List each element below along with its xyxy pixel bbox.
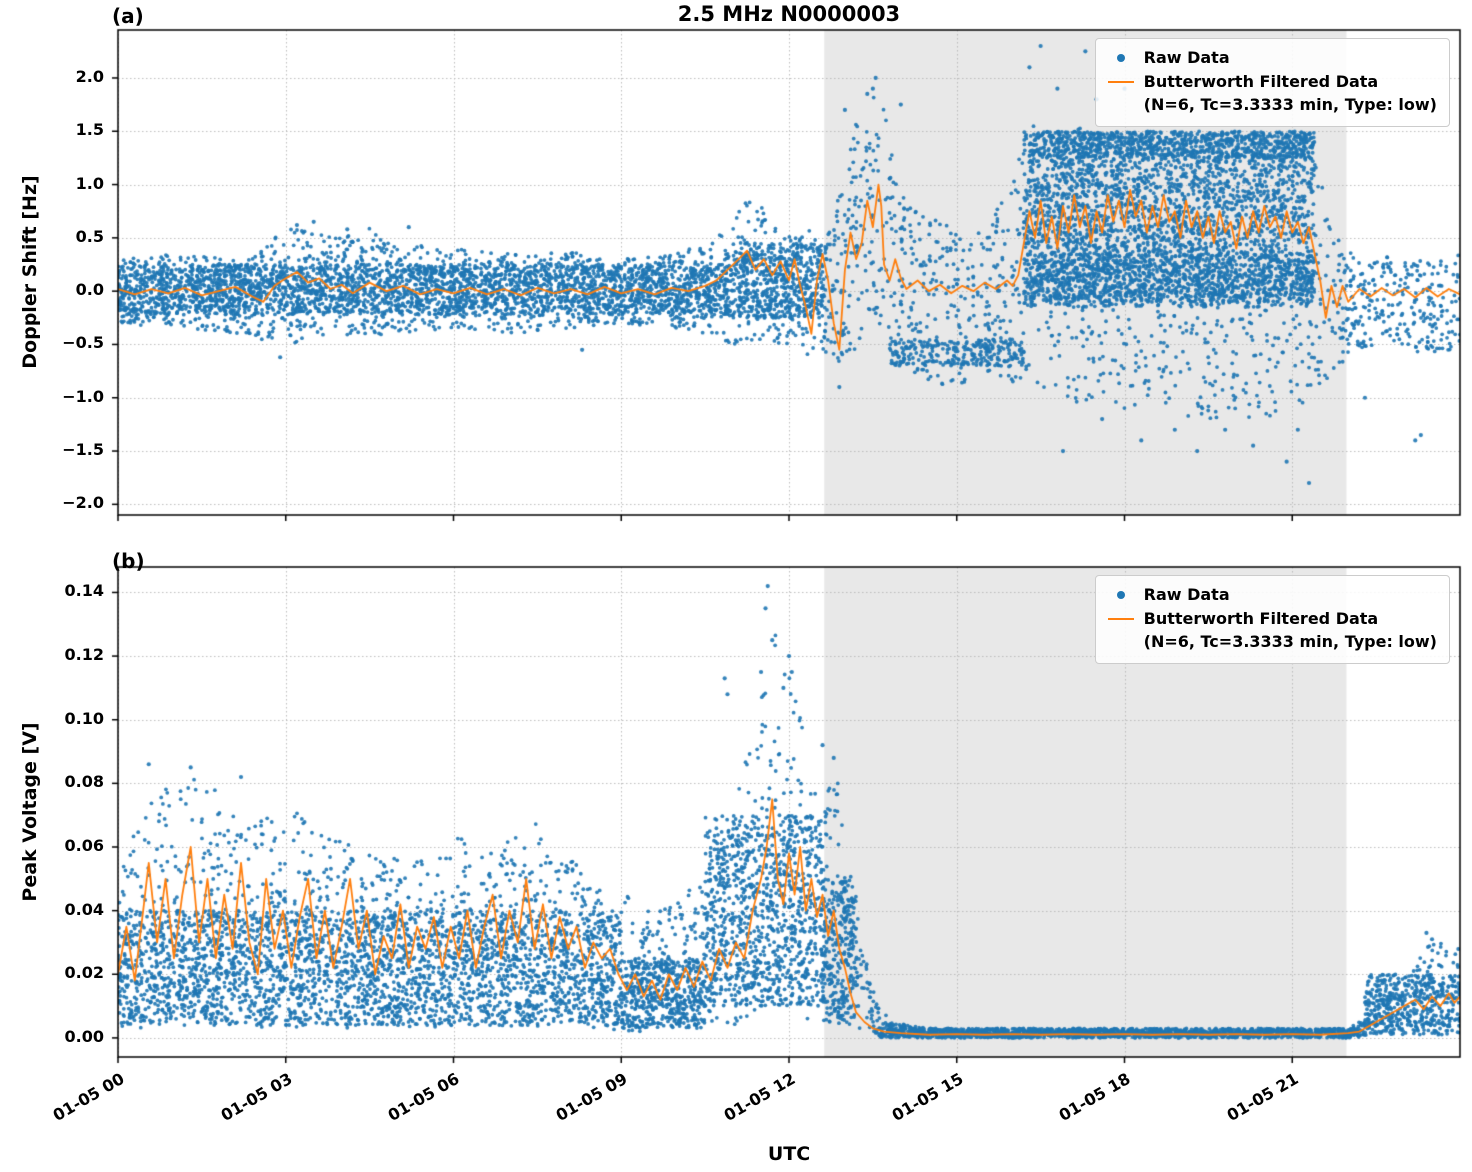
panel-b-y-axis-label: Peak Voltage [V] (19, 722, 41, 902)
filtered-label: Butterworth Filtered Data (1143, 72, 1379, 92)
y-tick-label: 1.0 (75, 173, 104, 193)
legend-filtered-row: Butterworth Filtered Data (N=6, Tc=3.3333… (1106, 608, 1437, 653)
raw-data-label: Raw Data (1143, 48, 1230, 67)
filtered-label-block: Butterworth Filtered Data (N=6, Tc=3.3333… (1144, 608, 1437, 653)
y-tick-label: 0.02 (64, 963, 104, 983)
filtered-marker-cell (1106, 608, 1136, 630)
filtered-sublabel: (N=6, Tc=3.3333 min, Type: low) (1143, 94, 1437, 114)
raw-data-dot-icon (1116, 591, 1125, 599)
filtered-label-block: Butterworth Filtered Data (N=6, Tc=3.3333… (1144, 71, 1437, 116)
raw-data-label: Raw Data (1143, 585, 1230, 604)
y-tick-label: 0.10 (64, 708, 104, 728)
y-tick-label: −1.0 (62, 386, 104, 406)
raw-data-dot-icon (1116, 54, 1125, 62)
y-tick-label: 0.00 (64, 1026, 104, 1046)
filtered-sublabel: (N=6, Tc=3.3333 min, Type: low) (1143, 631, 1437, 651)
filtered-line-icon (1107, 618, 1134, 621)
y-tick-label: 0.06 (64, 836, 104, 855)
y-tick-label: 0.5 (75, 226, 104, 246)
panel-b: (b) Peak Voltage [V] Raw Data Butterwort… (0, 545, 1472, 1172)
y-tick-label: 0.12 (64, 645, 104, 665)
raw-data-marker-cell (1106, 47, 1136, 69)
y-tick-label: 0.08 (64, 772, 104, 792)
legend-raw-row: Raw Data (1106, 584, 1437, 606)
filtered-marker-cell (1106, 71, 1136, 93)
raw-data-marker-cell (1106, 584, 1136, 606)
y-tick-label: −0.5 (62, 333, 104, 353)
y-tick-label: 0.0 (75, 280, 104, 300)
legend-raw-row: Raw Data (1106, 47, 1437, 69)
panel-a-legend: Raw Data Butterworth Filtered Data (N=6, … (1094, 38, 1450, 128)
y-tick-label: 0.14 (64, 581, 104, 601)
legend-filtered-row: Butterworth Filtered Data (N=6, Tc=3.3333… (1106, 71, 1437, 116)
y-tick-label: −1.5 (62, 440, 104, 460)
y-tick-label: 2.0 (75, 66, 104, 86)
filtered-label: Butterworth Filtered Data (1143, 609, 1379, 629)
panel-a-label: (a) (112, 4, 144, 28)
panel-b-label: (b) (112, 549, 145, 573)
filtered-line-icon (1107, 81, 1134, 84)
panel-b-legend: Raw Data Butterworth Filtered Data (N=6, … (1094, 575, 1450, 665)
panel-a: (a) 2.5 MHz N0000003 Doppler Shift [Hz] … (0, 0, 1472, 545)
chart-title: 2.5 MHz N0000003 (677, 2, 901, 26)
x-axis-label: UTC (767, 1143, 811, 1165)
y-tick-label: 1.5 (75, 120, 104, 140)
y-tick-label: −2.0 (62, 493, 104, 513)
y-tick-label: 0.04 (64, 899, 104, 919)
